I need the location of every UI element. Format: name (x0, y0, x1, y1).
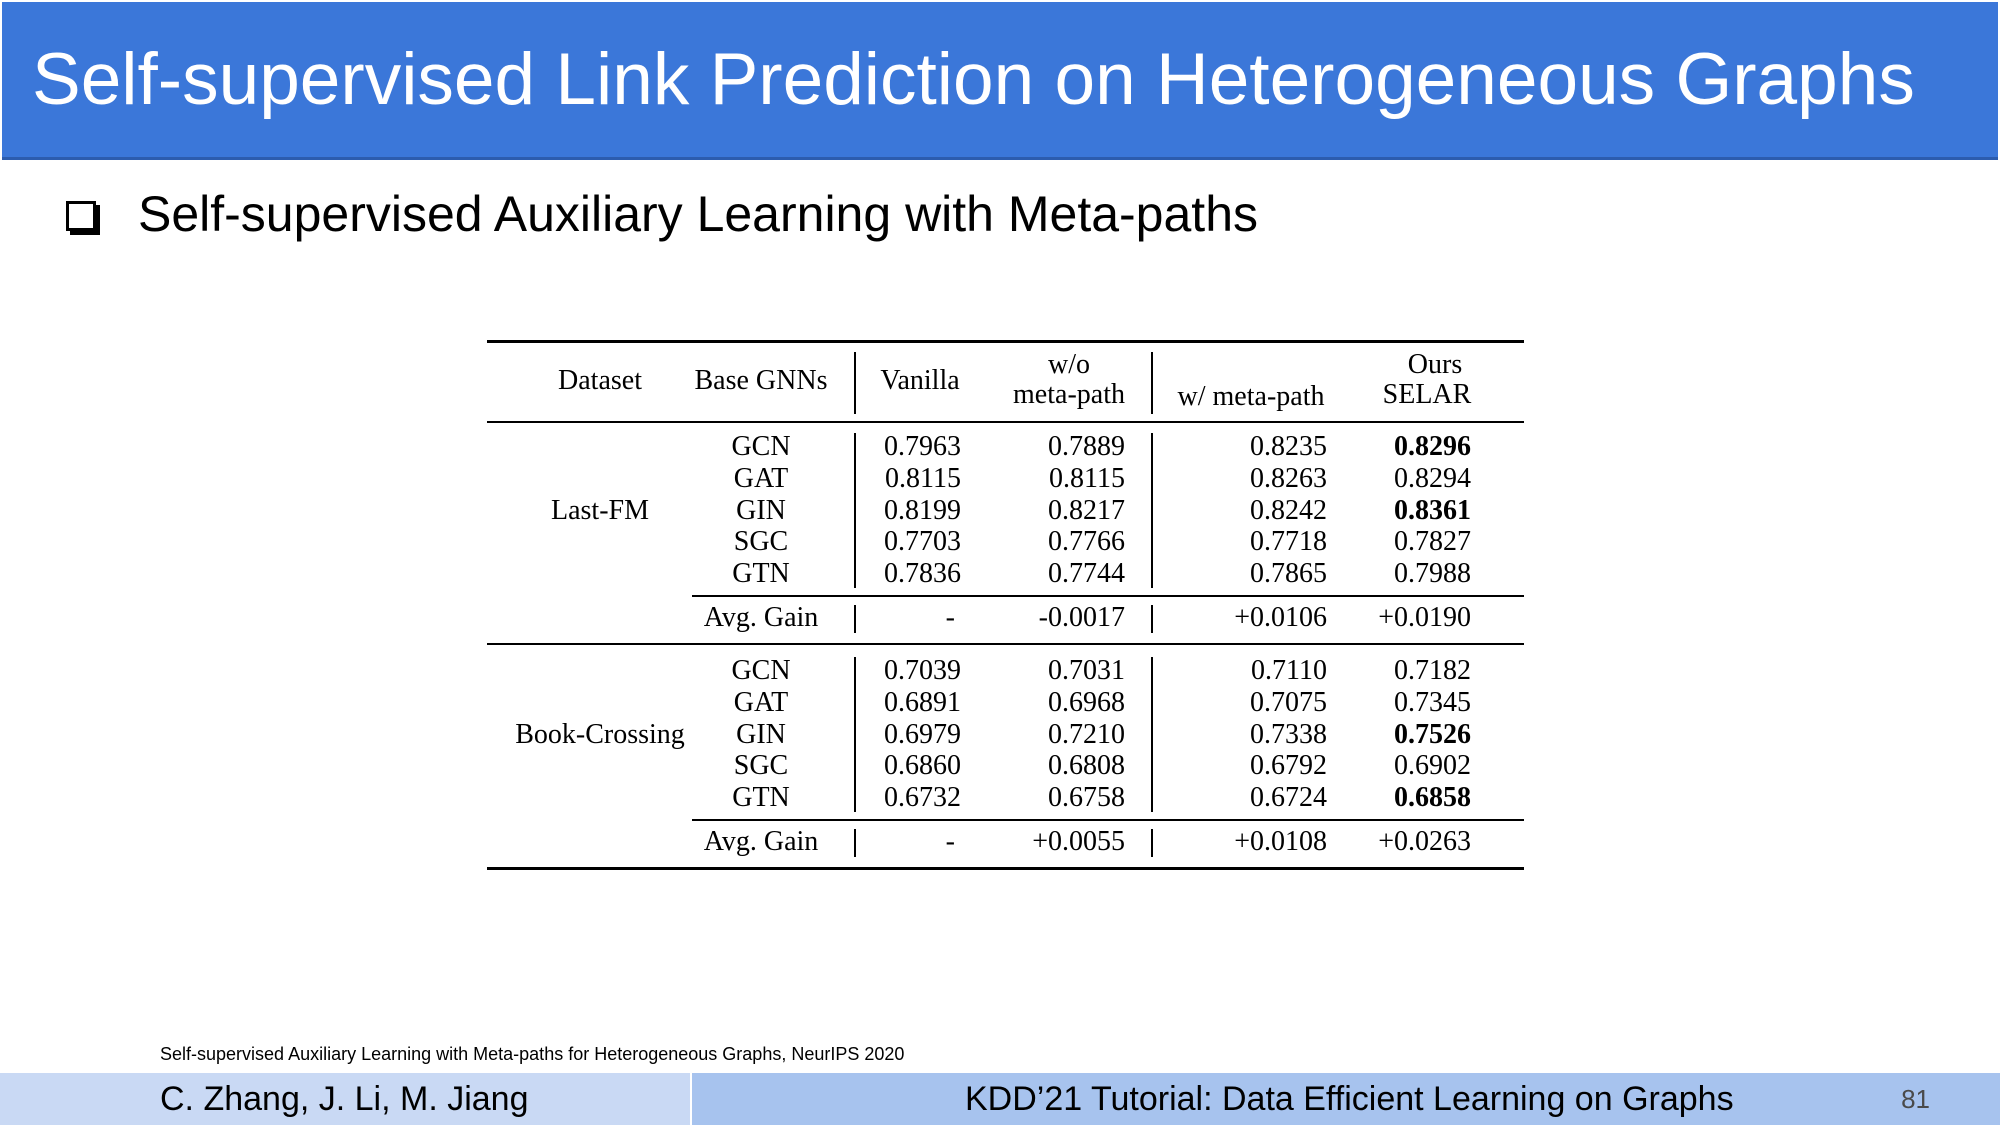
gnn-name: GTN (732, 782, 790, 814)
w-meta-path-value: 0.7718 (1250, 526, 1327, 558)
avg-gain-divider (1151, 829, 1153, 857)
bullet-point: Self-supervised Auxiliary Learning with … (66, 185, 1258, 243)
w-meta-path-value: 0.8263 (1250, 462, 1327, 494)
vanilla-value: 0.7039 (884, 655, 961, 686)
w-meta-path-value: 0.6724 (1250, 782, 1327, 814)
avg-gain-divider (1151, 605, 1153, 633)
header-base-gnns: Base GNNs (694, 365, 828, 396)
vanilla-value: 0.6732 (884, 782, 961, 814)
header-divider (854, 352, 856, 414)
wo-meta-path-value: 0.6968 (1048, 686, 1125, 718)
wo-meta-path-value: 0.6808 (1048, 750, 1125, 782)
w-meta-path-value: 0.7865 (1250, 558, 1327, 590)
slide-title: Self-supervised Link Prediction on Heter… (32, 39, 1915, 120)
header-wo-line2: meta-path (1013, 379, 1125, 410)
gnn-name: GTN (732, 558, 790, 590)
w-meta-path-value: 0.8242 (1250, 494, 1327, 526)
ours-selar-value: 0.8361 (1394, 494, 1471, 526)
avg-gain-w-meta-path: +0.0106 (1234, 602, 1327, 633)
header-w-meta-path: w/ meta-path (1177, 381, 1325, 412)
header-ours-line1: Ours (1407, 349, 1463, 380)
gnn-name: GIN (736, 718, 786, 750)
ours-selar-value: 0.7182 (1394, 655, 1471, 686)
ours-selar-value: 0.7988 (1394, 558, 1471, 590)
ours-selar-value: 0.7345 (1394, 686, 1471, 718)
dataset-label: Book-Crossing (515, 718, 685, 750)
ours-selar-value: 0.6902 (1394, 750, 1471, 782)
page-number: 81 (1901, 1083, 1930, 1114)
avg-gain-rule (692, 819, 1524, 821)
header-wo-line1: w/o (1048, 349, 1090, 380)
vanilla-value: 0.7836 (884, 558, 961, 590)
avg-gain-divider (854, 605, 856, 633)
gnn-name: GCN (731, 431, 791, 462)
avg-gain-divider (854, 829, 856, 857)
gnn-name: GAT (733, 462, 789, 494)
table-top-rule (487, 340, 1524, 343)
w-meta-path-value: 0.8235 (1250, 431, 1327, 462)
wo-meta-path-value: 0.7031 (1048, 655, 1125, 686)
avg-gain-wo-meta-path: +0.0055 (1032, 826, 1125, 857)
header-dataset: Dataset (558, 365, 642, 396)
bullet-text: Self-supervised Auxiliary Learning with … (138, 186, 1258, 242)
ours-selar-value: 0.8294 (1394, 462, 1471, 494)
row-divider (854, 657, 856, 812)
wo-meta-path-value: 0.8115 (1049, 462, 1125, 494)
checkbox-bullet-icon (66, 201, 96, 231)
avg-gain-vanilla: - (945, 826, 955, 857)
dataset-label: Last-FM (551, 494, 649, 526)
avg-gain-ours-selar: +0.0190 (1378, 602, 1471, 633)
footer-authors: C. Zhang, J. Li, M. Jiang (160, 1079, 529, 1118)
footer-event: KDD’21 Tutorial: Data Efficient Learning… (965, 1079, 1734, 1118)
ours-selar-value: 0.6858 (1394, 782, 1471, 814)
wo-meta-path-value: 0.8217 (1048, 494, 1125, 526)
header-rule (487, 421, 1524, 423)
title-bar: Self-supervised Link Prediction on Heter… (2, 2, 1998, 160)
w-meta-path-value: 0.6792 (1250, 750, 1327, 782)
wo-meta-path-value: 0.7210 (1048, 718, 1125, 750)
wo-meta-path-value: 0.7744 (1048, 558, 1125, 590)
gnn-name: SGC (733, 526, 789, 558)
avg-gain-vanilla: - (945, 602, 955, 633)
row-divider (854, 433, 856, 588)
avg-gain-wo-meta-path: -0.0017 (1038, 602, 1125, 633)
avg-gain-ours-selar: +0.0263 (1378, 826, 1471, 857)
row-divider (1151, 433, 1153, 588)
w-meta-path-value: 0.7075 (1250, 686, 1327, 718)
footer-event-bar: KDD’21 Tutorial: Data Efficient Learning… (692, 1073, 2000, 1125)
header-vanilla: Vanilla (880, 365, 960, 396)
wo-meta-path-value: 0.6758 (1048, 782, 1125, 814)
reference-note: Self-supervised Auxiliary Learning with … (160, 1044, 905, 1064)
gnn-name: GAT (733, 686, 789, 718)
avg-gain-w-meta-path: +0.0108 (1234, 826, 1327, 857)
w-meta-path-value: 0.7338 (1250, 718, 1327, 750)
avg-gain-rule (692, 595, 1524, 597)
avg-gain-label: Avg. Gain (703, 602, 819, 633)
ours-selar-value: 0.7526 (1394, 718, 1471, 750)
results-table: Dataset Base GNNs Vanilla w/o meta-path w/ me… (487, 340, 1524, 870)
footer-authors-bar: C. Zhang, J. Li, M. Jiang (0, 1073, 690, 1125)
gnn-name: GIN (736, 494, 786, 526)
avg-gain-label: Avg. Gain (703, 826, 819, 857)
wo-meta-path-value: 0.7889 (1048, 431, 1125, 462)
vanilla-value: 0.6891 (884, 686, 961, 718)
ours-selar-value: 0.8296 (1394, 431, 1471, 462)
wo-meta-path-value: 0.7766 (1048, 526, 1125, 558)
vanilla-value: 0.7963 (884, 431, 961, 462)
vanilla-value: 0.7703 (884, 526, 961, 558)
table-bottom-rule (487, 867, 1524, 870)
gnn-name: SGC (733, 750, 789, 782)
vanilla-value: 0.8115 (885, 462, 961, 494)
ours-selar-value: 0.7827 (1394, 526, 1471, 558)
vanilla-value: 0.8199 (884, 494, 961, 526)
group-separator-rule (487, 643, 1524, 645)
header-divider (1151, 352, 1153, 414)
w-meta-path-value: 0.7110 (1251, 655, 1327, 686)
header-ours-line2: SELAR (1382, 379, 1472, 410)
gnn-name: GCN (731, 655, 791, 686)
row-divider (1151, 657, 1153, 812)
vanilla-value: 0.6979 (884, 718, 961, 750)
vanilla-value: 0.6860 (884, 750, 961, 782)
